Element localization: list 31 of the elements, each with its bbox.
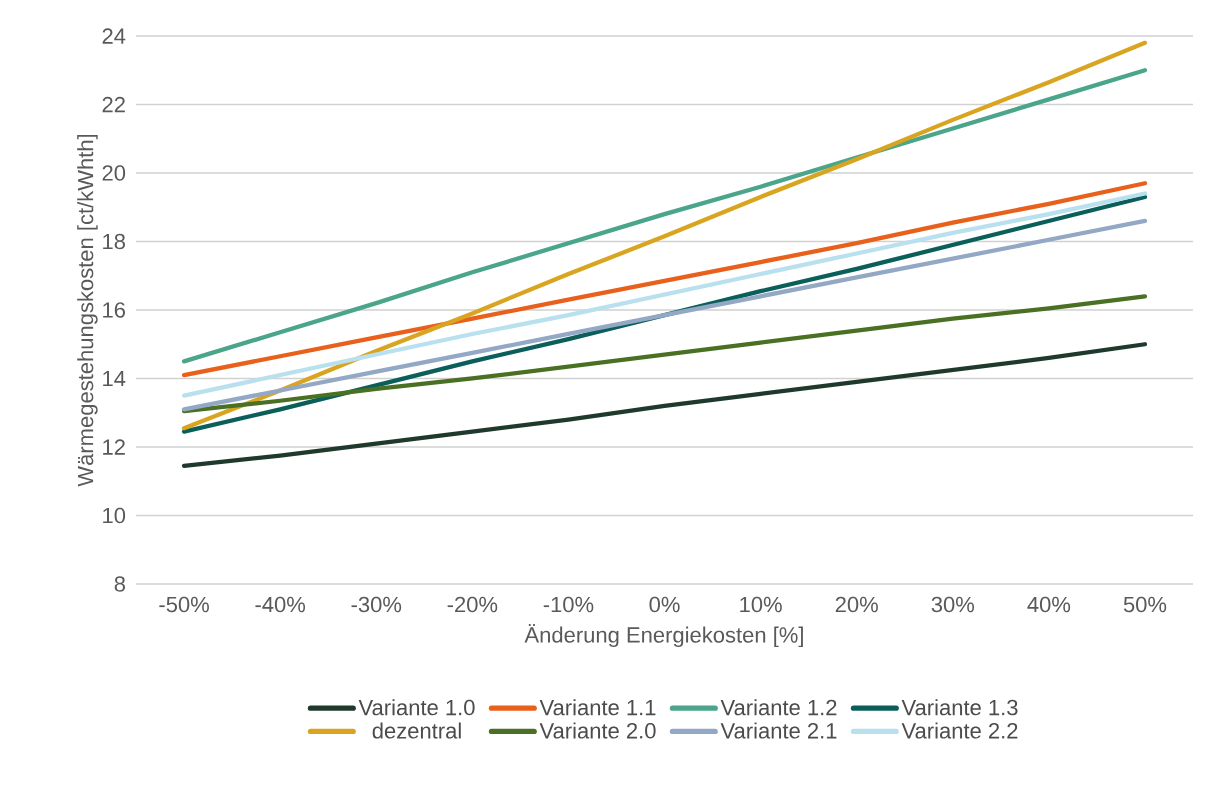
x-tick-label: -10% <box>543 596 594 613</box>
x-axis-title: Änderung Energiekosten [%] <box>524 624 803 648</box>
x-tick-label: 20% <box>835 596 878 613</box>
y-tick-label: 24 <box>102 28 126 44</box>
x-tick-label: 50% <box>1123 596 1167 613</box>
x-tick-label: 30% <box>931 596 975 613</box>
line-series <box>181 40 1148 431</box>
x-tick-label: -30% <box>351 596 402 613</box>
y-tick-label: 16 <box>103 302 125 318</box>
legend-label: Variante 2.0 <box>539 722 656 739</box>
y-tick-label: 12 <box>103 439 125 455</box>
y-tick-label: 14 <box>103 370 126 387</box>
legend-label: Variante 2.1 <box>720 722 837 739</box>
x-tick-label: 0% <box>649 596 680 613</box>
legend-label: Variante 1.3 <box>901 699 1018 716</box>
legend-label: Variante 2.2 <box>901 722 1018 739</box>
x-tick-label: -50% <box>159 596 209 613</box>
legend-label: Variante 1.0 <box>358 699 475 716</box>
y-tick-label: 8 <box>114 576 125 592</box>
legend-label: dezentral <box>372 722 461 739</box>
x-tick-label: -20% <box>447 596 498 613</box>
x-tick-label: -40% <box>255 596 306 613</box>
legend-label: Variante 1.2 <box>720 699 837 716</box>
y-tick-label: 22 <box>102 96 125 113</box>
x-tick-label: 10% <box>740 596 782 613</box>
y-tick-label: 18 <box>103 233 125 250</box>
y-tick-label: 20 <box>102 165 126 181</box>
y-tick-label: 10 <box>103 507 126 524</box>
x-tick-label: 40% <box>1027 596 1071 613</box>
y-axis-title: Wärmegestehungskosten [ct/kWhth] <box>77 134 98 487</box>
legend-label: Variante 1.1 <box>539 699 656 716</box>
